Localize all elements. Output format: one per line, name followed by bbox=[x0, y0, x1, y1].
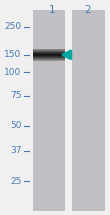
Text: 1: 1 bbox=[49, 5, 56, 15]
Bar bbox=[33, 10, 65, 211]
Text: 75: 75 bbox=[10, 91, 21, 100]
Bar bbox=[33, 52, 65, 53]
Bar bbox=[33, 58, 65, 59]
Text: 150: 150 bbox=[4, 50, 21, 59]
Bar bbox=[33, 57, 65, 58]
Text: 2: 2 bbox=[85, 5, 91, 15]
Bar bbox=[72, 10, 105, 211]
Bar bbox=[33, 60, 65, 61]
Bar bbox=[33, 53, 65, 54]
Bar bbox=[33, 59, 65, 60]
Text: 50: 50 bbox=[10, 121, 21, 130]
Bar bbox=[33, 55, 65, 56]
Bar bbox=[33, 56, 65, 57]
Text: 250: 250 bbox=[4, 22, 21, 31]
Text: 25: 25 bbox=[10, 177, 21, 186]
Text: 37: 37 bbox=[10, 146, 21, 155]
Bar bbox=[33, 49, 65, 50]
Bar bbox=[33, 51, 65, 52]
Bar bbox=[33, 54, 65, 55]
Text: 100: 100 bbox=[4, 68, 21, 77]
Bar bbox=[33, 50, 65, 51]
